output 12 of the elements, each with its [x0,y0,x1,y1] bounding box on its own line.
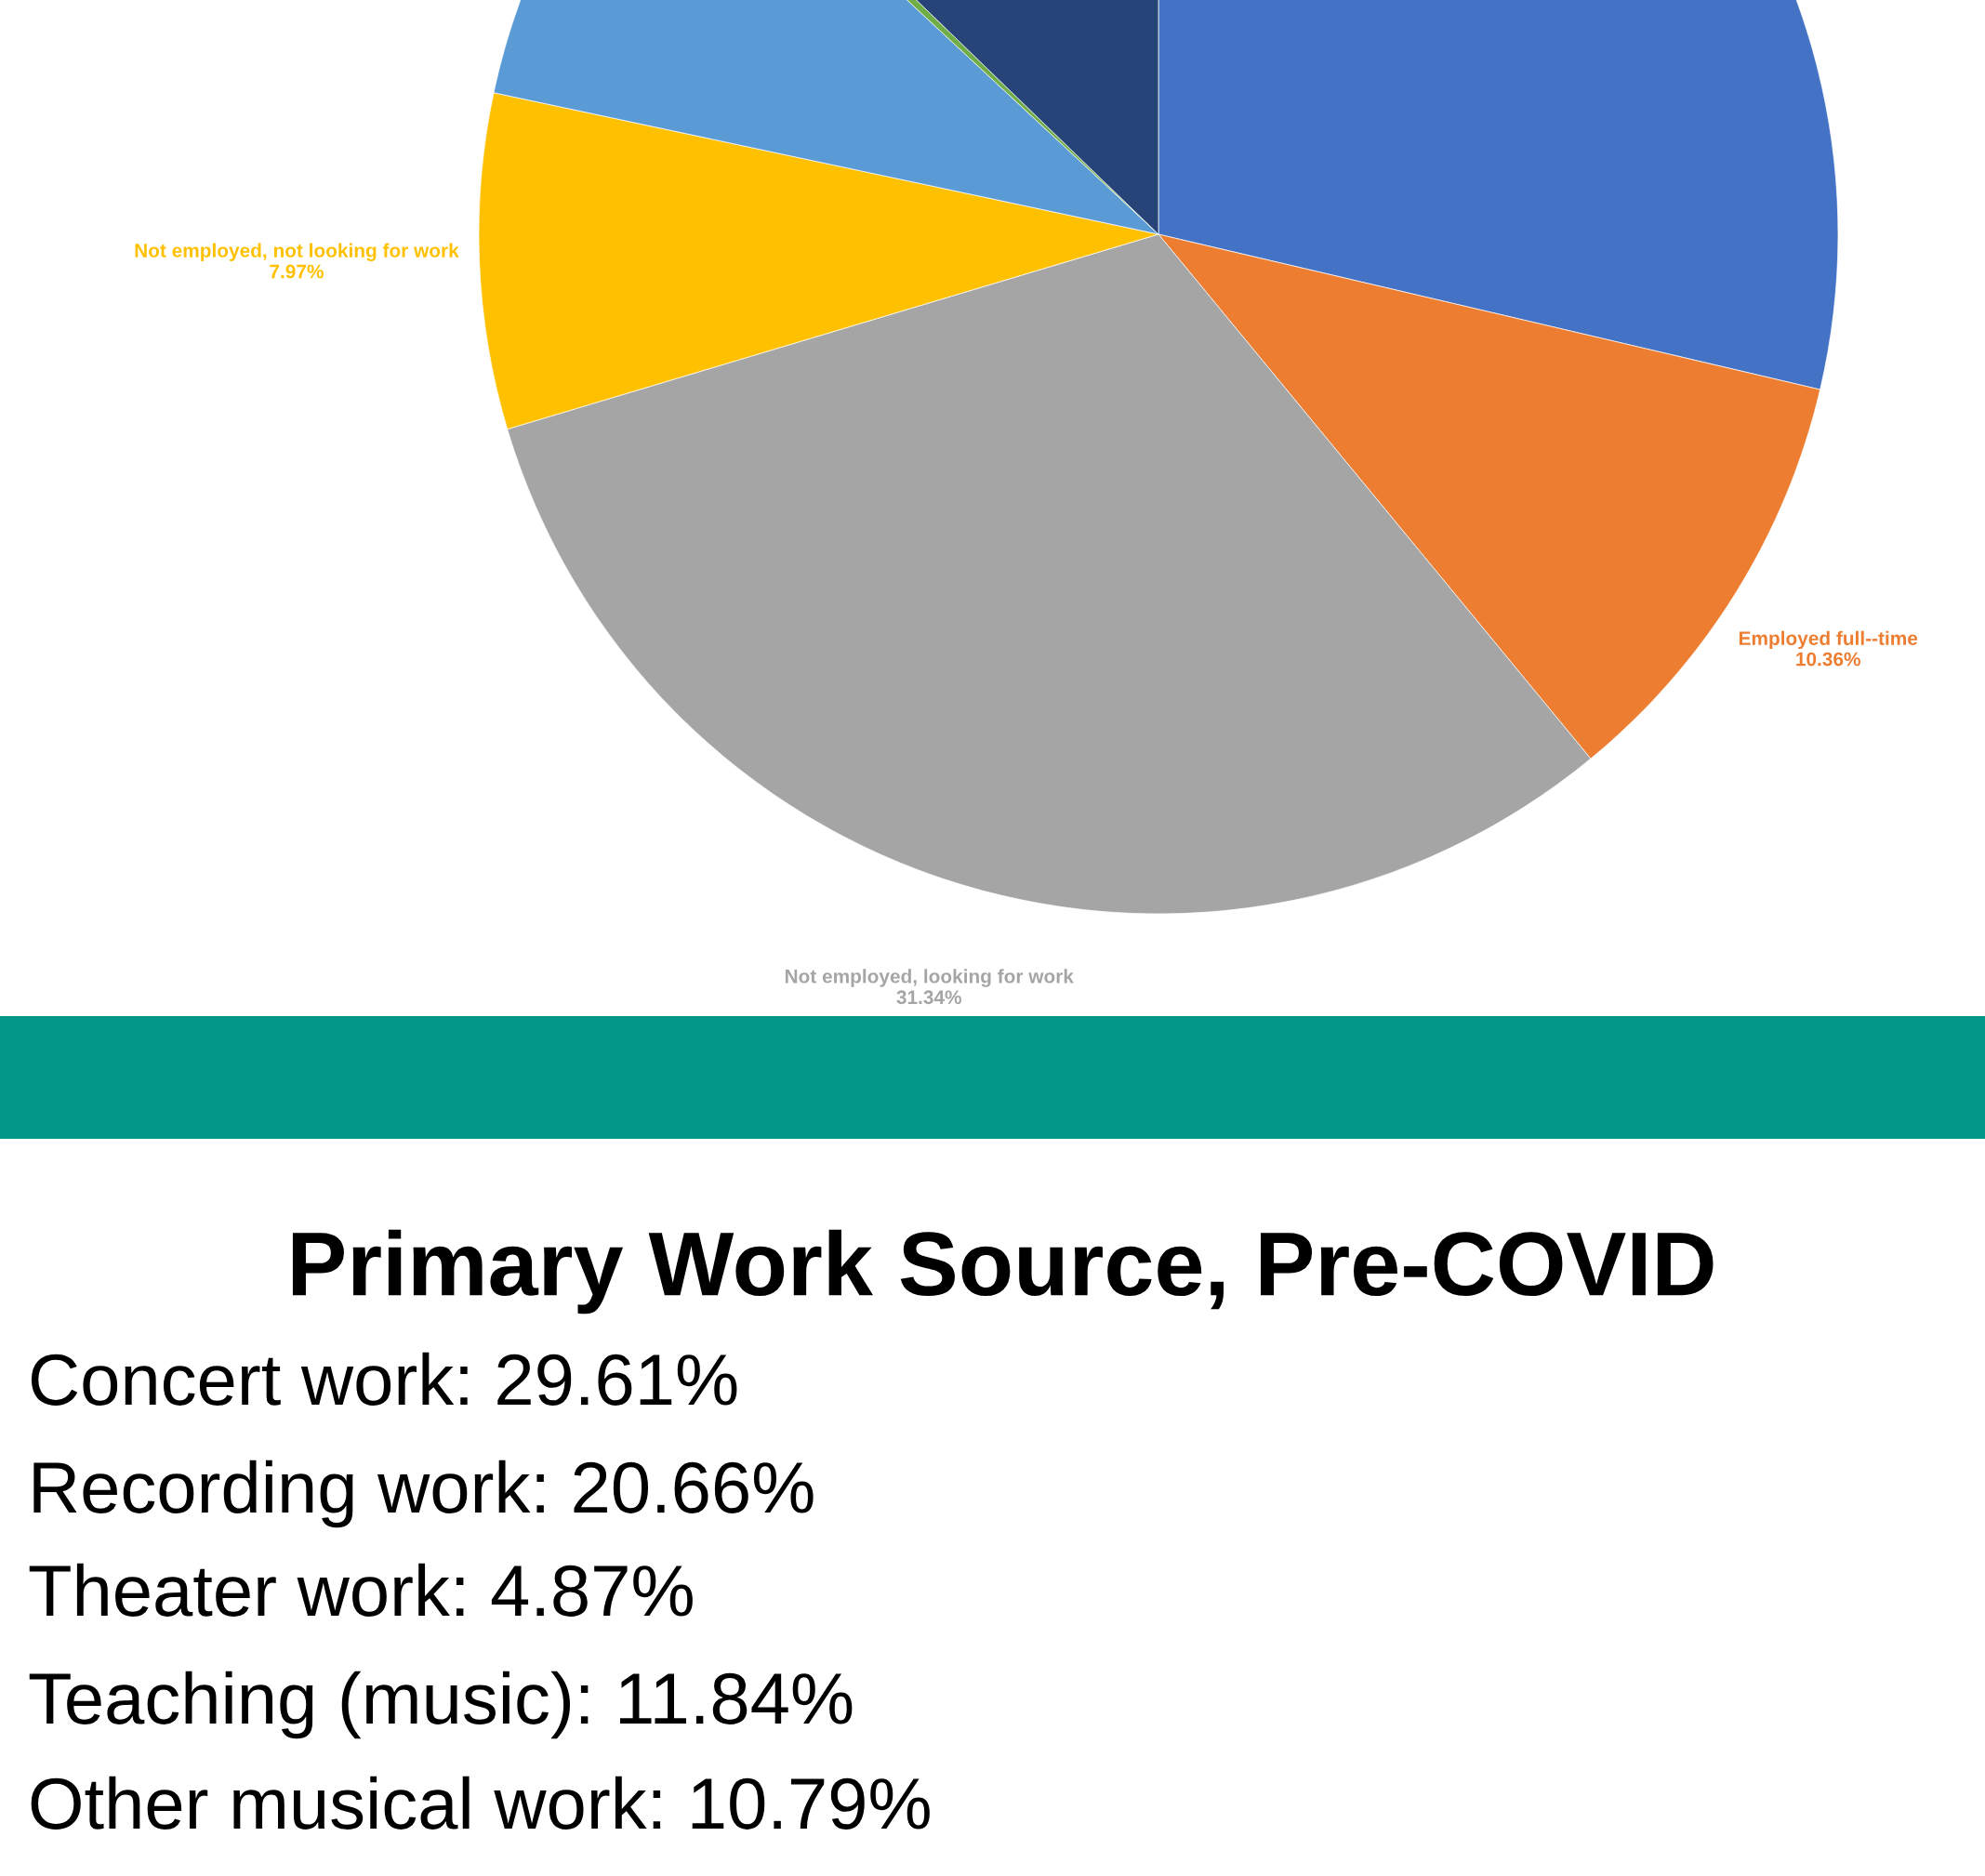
text: Primary Work Source, Pre-COVID [292,1229,1714,1315]
data-label: 31.34% [896,990,961,1005]
text: Concert work: 29.61% [31,1352,737,1406]
data-label: 10.36% [1796,652,1860,667]
text: Recording work: 20.66% [33,1460,814,1528]
slice-label: Not employed, not looking for work [135,243,459,262]
slice-label: Not employed, looking for work [785,969,1074,987]
text: Teaching (music): 11.84% [29,1671,853,1739]
text: Theater work: 4.87% [29,1563,693,1617]
slice-label: Employed full--time [1739,630,1918,650]
text: Other musical work: 10.79% [31,1776,930,1830]
data-label: 7.97% [270,264,324,279]
